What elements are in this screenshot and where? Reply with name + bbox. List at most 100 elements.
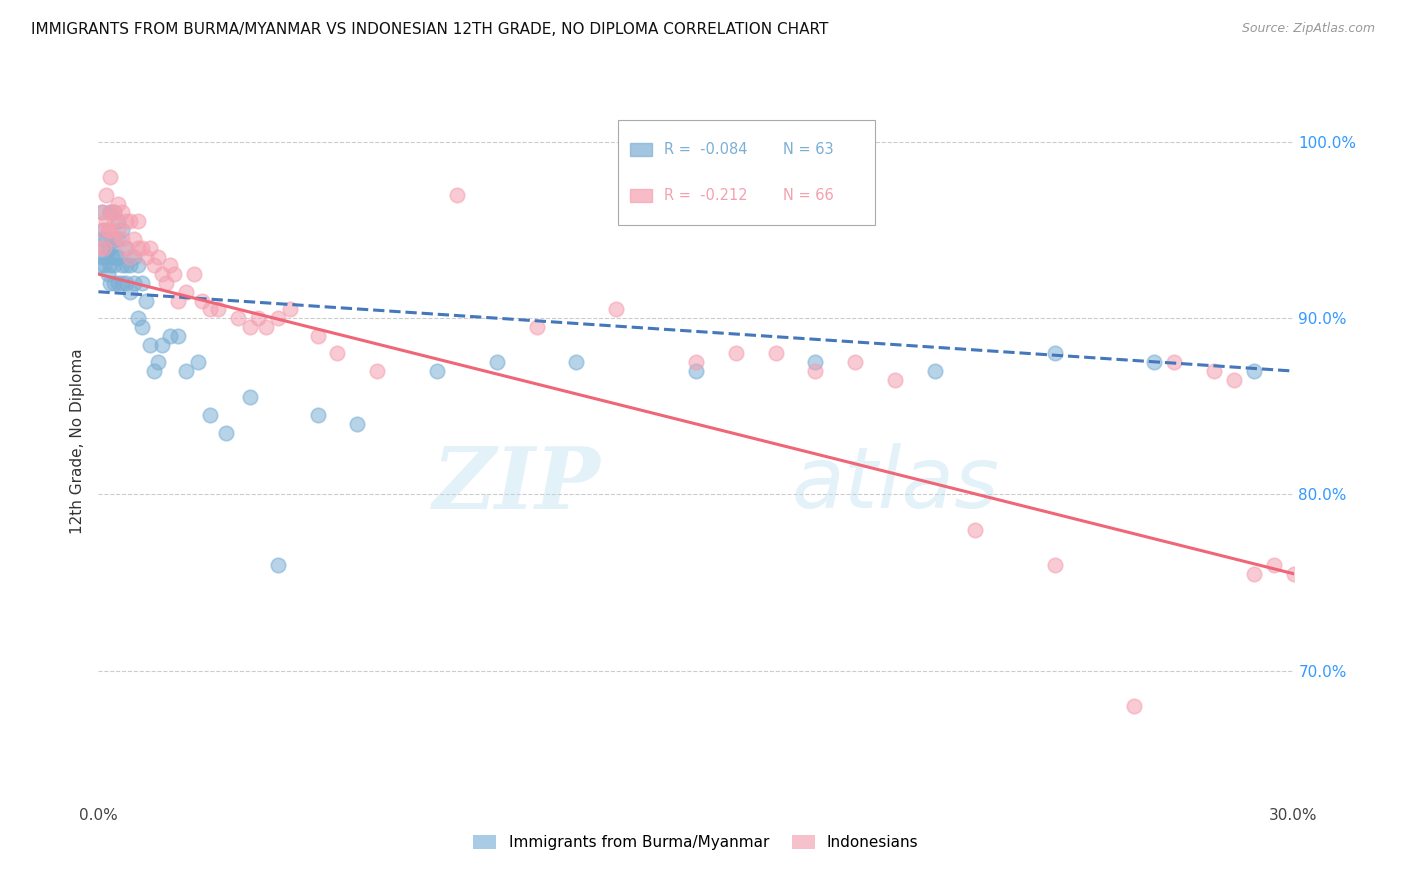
Point [159,258,181,272]
Point [844,355,866,369]
Point [174,364,197,378]
Point [446,187,468,202]
Point [307,328,329,343]
Text: Source: ZipAtlas.com: Source: ZipAtlas.com [1241,22,1375,36]
Point [346,417,368,431]
Point [1243,364,1265,378]
Point [148,250,170,264]
Point [159,328,181,343]
FancyBboxPatch shape [619,120,876,225]
Point [724,346,747,360]
Point [97,223,120,237]
Point [120,214,142,228]
Point [96,250,118,264]
Point [97,241,120,255]
Point [127,311,149,326]
Point [366,364,388,378]
Point [198,302,221,317]
Point [143,364,166,378]
Point [115,241,138,255]
Point [1143,355,1166,369]
Point [485,355,508,369]
Point [103,232,125,246]
Point [804,355,827,369]
Point [91,205,114,219]
Point [207,302,229,317]
Point [278,302,301,317]
Point [1043,558,1066,572]
Point [150,267,173,281]
Point [155,276,177,290]
Point [91,223,114,237]
Point [163,267,186,281]
Point [111,223,134,237]
Point [91,205,114,219]
Point [139,337,162,351]
Point [96,214,118,228]
Point [239,391,262,405]
Point [91,232,114,246]
Point [107,214,129,228]
Point [98,205,122,219]
Point [127,214,149,228]
Point [107,250,129,264]
Point [565,355,588,369]
Point [307,408,329,422]
Point [96,241,118,255]
Point [98,170,122,185]
Point [98,241,122,255]
Point [174,285,197,299]
Point [526,320,548,334]
Point [139,241,162,255]
Legend: Immigrants from Burma/Myanmar, Indonesians: Immigrants from Burma/Myanmar, Indonesia… [467,830,925,856]
Point [239,320,262,334]
Point [685,355,707,369]
Point [98,205,122,219]
Point [765,346,787,360]
Point [924,364,946,378]
Point [1282,566,1305,581]
Point [131,241,153,255]
Point [96,232,118,246]
Point [103,258,125,272]
Point [98,258,122,272]
Point [98,223,122,237]
Point [91,250,114,264]
Point [103,276,125,290]
Point [131,320,153,334]
Point [127,241,149,255]
Point [96,187,118,202]
Text: R =  -0.212: R = -0.212 [664,188,748,203]
Point [103,232,125,246]
Point [107,223,129,237]
Point [101,250,124,264]
Point [326,346,349,360]
Point [124,250,146,264]
Point [254,320,277,334]
Point [426,364,449,378]
Point [120,250,142,264]
Point [124,276,146,290]
Point [148,355,170,369]
Point [198,408,221,422]
Point [215,425,238,440]
Point [111,232,134,246]
Point [135,293,157,308]
Point [93,223,115,237]
Point [93,258,115,272]
Point [267,311,290,326]
Point [605,302,627,317]
Point [804,364,827,378]
Text: atlas: atlas [792,443,1000,526]
Point [115,241,138,255]
Point [107,232,129,246]
Point [1163,355,1185,369]
Point [226,311,249,326]
Point [107,196,129,211]
Point [131,276,153,290]
Point [191,293,214,308]
Point [143,258,166,272]
Point [115,214,138,228]
Point [963,523,986,537]
Point [89,258,111,272]
